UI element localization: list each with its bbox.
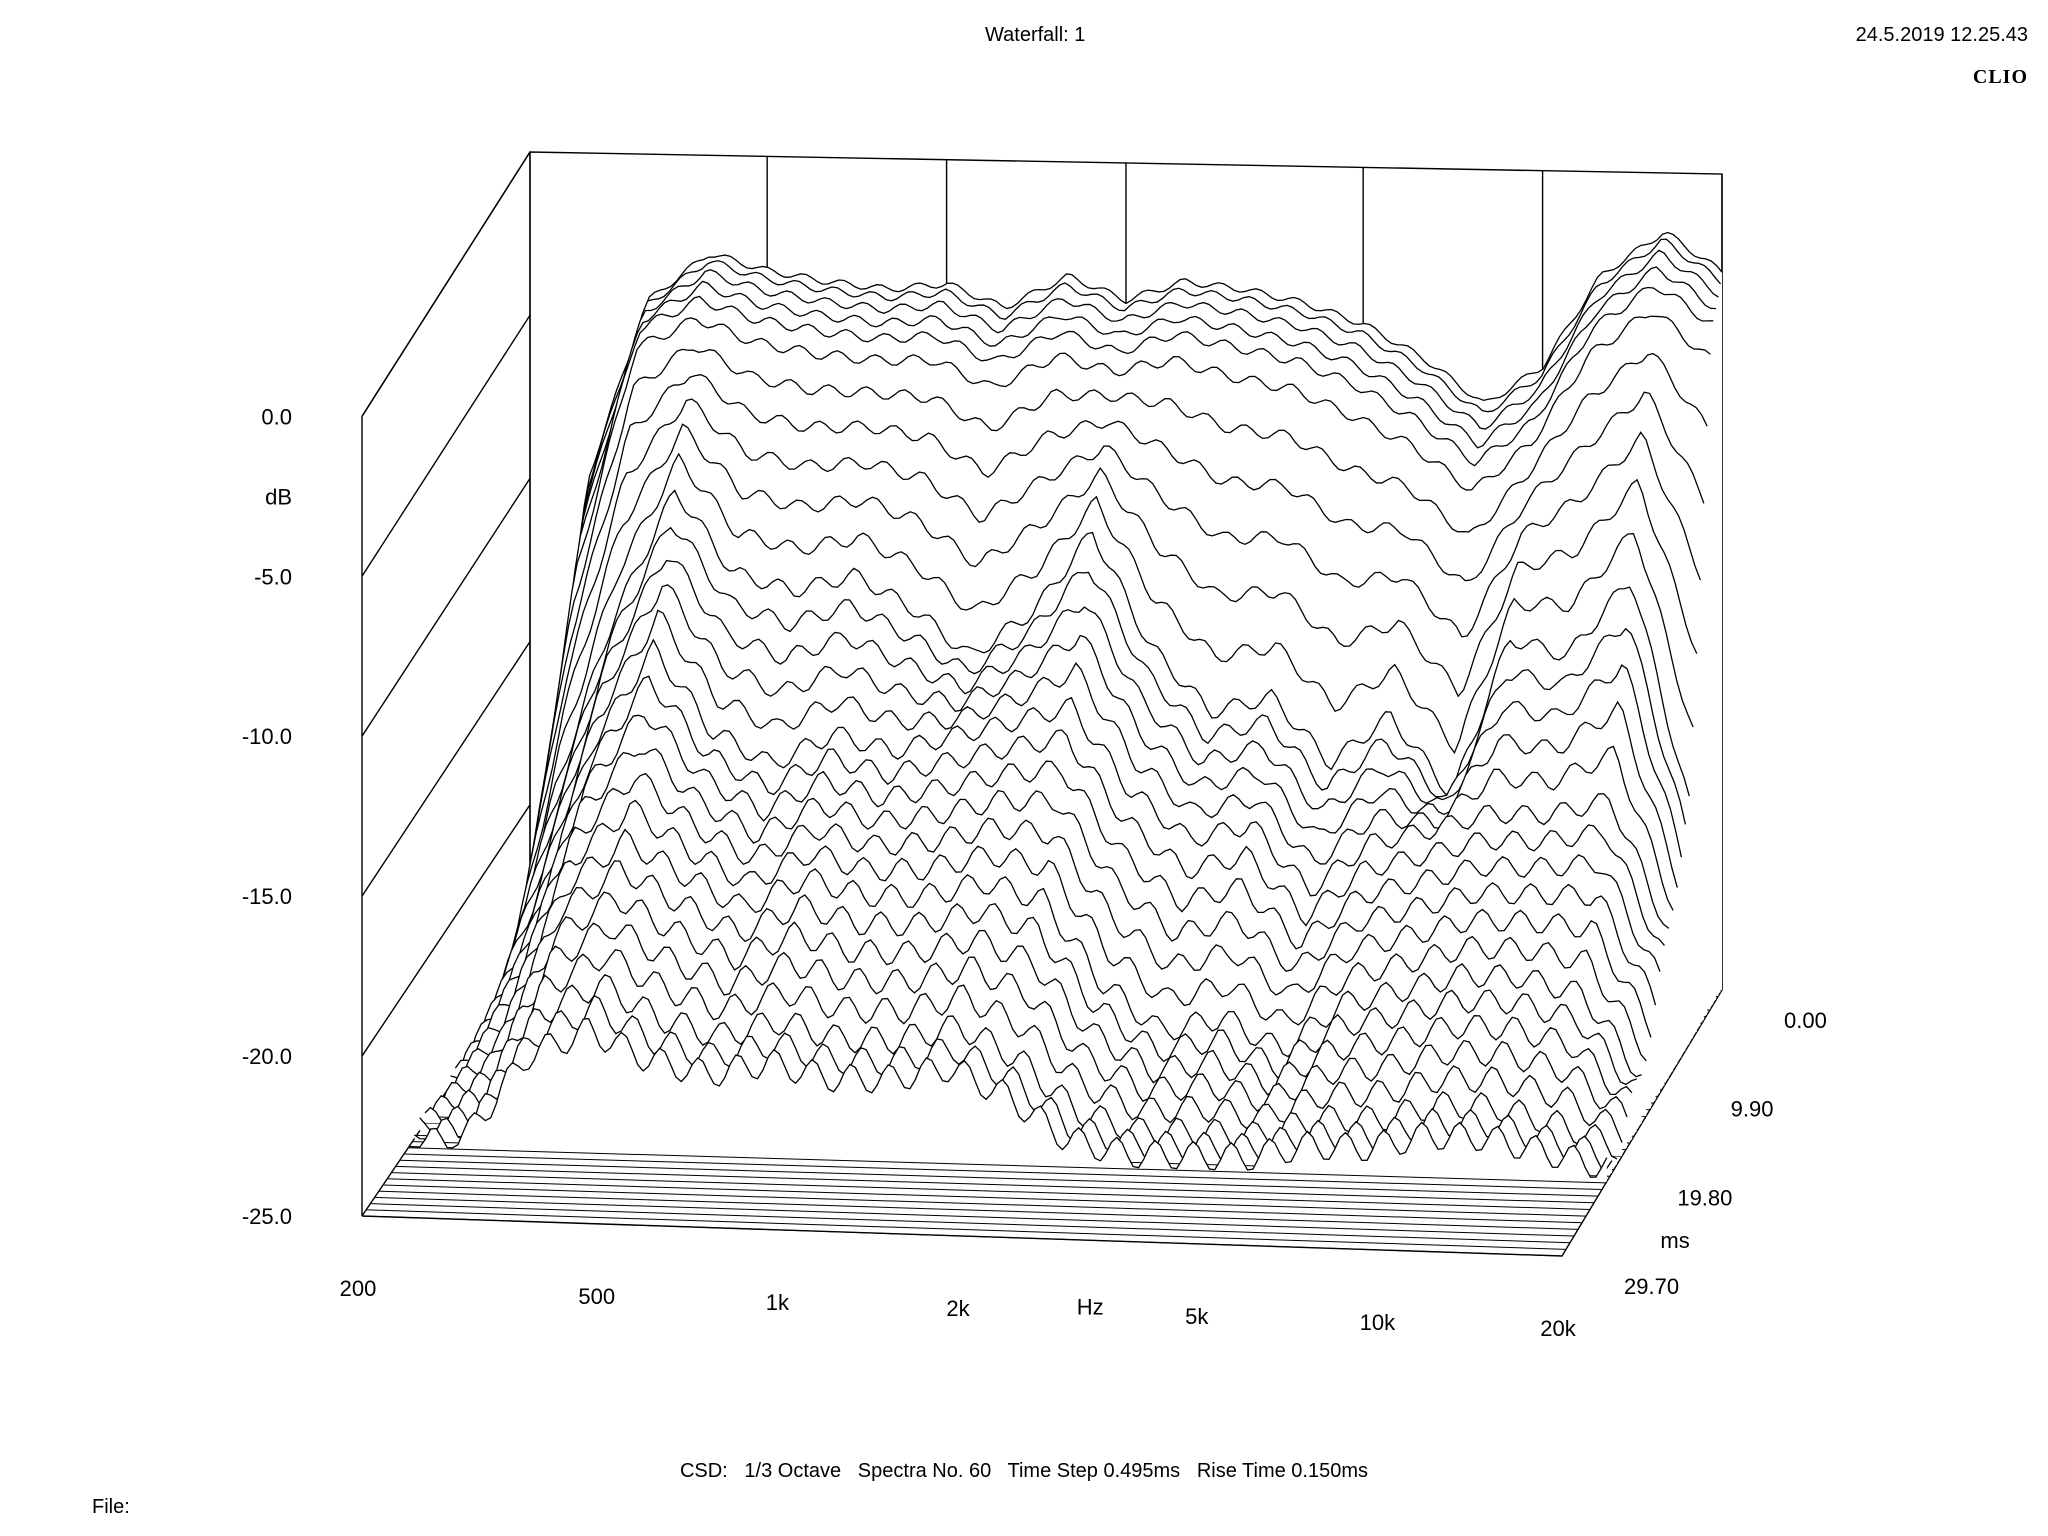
spectrum-line [499, 452, 1694, 1013]
chart-title: Waterfall: 1 [985, 24, 1086, 46]
y-tick-label: -20.0 [242, 1044, 292, 1069]
spectrum-line [469, 675, 1665, 1058]
y-tick-label: -15.0 [242, 884, 292, 909]
time-gridline [395, 1165, 1595, 1204]
y-tick-label: -10.0 [242, 724, 292, 749]
db-gridline [361, 151, 531, 417]
x-tick-label: 500 [578, 1284, 615, 1309]
time-gridline [391, 1172, 1591, 1210]
file-label: File: [92, 1496, 130, 1518]
time-gridline [399, 1159, 1599, 1197]
y-tick-label: 0.0 [261, 404, 292, 429]
y-tick-label: -5.0 [254, 564, 292, 589]
spectrum-line [482, 584, 1678, 1029]
spectrum-line [525, 249, 1719, 938]
x-tick-label: 1k [766, 1290, 790, 1315]
time-gridline [378, 1190, 1579, 1230]
x-tick-label: 200 [340, 1276, 377, 1301]
y-axis-title: dB [265, 484, 292, 509]
spectrum-line [464, 714, 1661, 1065]
y-tick-label: -25.0 [242, 1204, 292, 1229]
time-gridline [361, 1215, 1563, 1257]
spectrum-line [490, 526, 1687, 1025]
spectrum-fill [409, 1018, 1607, 1182]
db-gridline [361, 641, 531, 897]
spectrum-line [495, 489, 1690, 1019]
x-tick-label: 10k [1360, 1310, 1396, 1335]
time-gridline [387, 1178, 1587, 1217]
spectrum-line [440, 860, 1637, 1101]
spectrum-line [429, 922, 1628, 1118]
z-tick-label: 19.80 [1677, 1185, 1732, 1210]
measurement-settings: CSD: 1/3 Octave Spectra No. 60 Time Step… [679, 1460, 1369, 1482]
spectrum-line [419, 973, 1618, 1160]
spectrum-line [459, 748, 1657, 1070]
spectra-curves [409, 231, 1723, 1182]
time-gridline [382, 1184, 1583, 1224]
time-gridline [408, 1147, 1607, 1184]
spectrum-line [445, 828, 1642, 1094]
spectrum-line [424, 949, 1623, 1143]
spectrum-line [506, 398, 1702, 980]
time-gridline [366, 1209, 1567, 1250]
spectrum-line [435, 891, 1633, 1109]
spectrum-line [513, 348, 1708, 967]
db-gridline [361, 478, 531, 737]
timestamp: 24.5.2019 12.25.43 [1855, 24, 2028, 46]
spectrum-line [510, 373, 1705, 972]
spectrum-line [454, 772, 1652, 1069]
z-tick-label: 0.00 [1784, 1008, 1827, 1033]
spectrum-line [520, 286, 1714, 953]
spectrum-line [529, 231, 1723, 936]
spectrum-line [409, 1017, 1608, 1178]
spectrum-line [450, 799, 1647, 1081]
x-tick-label: 20k [1540, 1316, 1576, 1341]
time-gridline [403, 1153, 1603, 1190]
z-axis-title: ms [1660, 1228, 1689, 1253]
spectrum-line [473, 638, 1670, 1051]
brand-logo: CLIO [1972, 66, 2028, 88]
db-gridline [361, 314, 531, 577]
axis-labels: 0.0 -5.0 -10.0 -15.0 -20.0 -25.0 dB 200 500 1k 2k 5… [242, 404, 1827, 1341]
x-axis-title: Hz [1077, 1295, 1104, 1320]
x-tick-label: 2k [946, 1296, 970, 1321]
spectrum-line [486, 559, 1683, 1028]
x-tick-label: 5k [1185, 1304, 1209, 1329]
time-gridline [374, 1196, 1575, 1237]
spectrum-line [502, 423, 1698, 994]
spectrum-line [517, 315, 1711, 961]
spectrum-line [478, 609, 1674, 1039]
z-tick-label: 29.70 [1624, 1274, 1679, 1299]
spectrum-line [527, 238, 1722, 935]
time-gridline [370, 1203, 1571, 1244]
db-gridline [361, 804, 531, 1057]
spectrum-line [523, 266, 1717, 945]
z-tick-label: 9.90 [1731, 1097, 1774, 1122]
